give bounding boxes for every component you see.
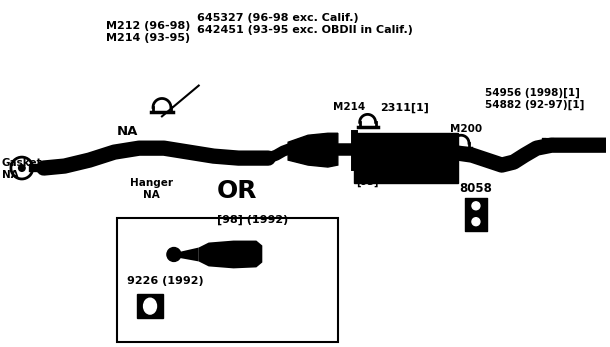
- Text: 54882 (92-97)[1]: 54882 (92-97)[1]: [485, 100, 584, 110]
- Ellipse shape: [143, 298, 157, 314]
- Text: M200: M200: [450, 124, 483, 134]
- Text: [93]: [93]: [356, 177, 378, 187]
- Text: 2311[1]: 2311[1]: [381, 102, 429, 113]
- Text: NA: NA: [117, 125, 138, 138]
- Text: Hanger
NA: Hanger NA: [129, 178, 173, 200]
- Text: 8058: 8058: [459, 182, 492, 195]
- Text: M214: M214: [332, 102, 365, 112]
- Bar: [354, 133, 458, 183]
- Text: M212 (96-98): M212 (96-98): [106, 21, 191, 31]
- Circle shape: [167, 247, 181, 261]
- Bar: [117, 218, 338, 342]
- Circle shape: [472, 202, 480, 210]
- Text: 642451 (93-95 exc. OBDII in Calif.): 642451 (93-95 exc. OBDII in Calif.): [197, 25, 412, 35]
- Circle shape: [472, 218, 480, 226]
- Polygon shape: [177, 247, 199, 261]
- Bar: [465, 198, 487, 231]
- Text: [98] (1992): [98] (1992): [217, 215, 288, 225]
- Text: Gasket
NA: Gasket NA: [2, 158, 43, 180]
- Polygon shape: [199, 240, 262, 268]
- Text: 9226 (1992): 9226 (1992): [127, 276, 204, 286]
- Text: 54956 (1998)[1]: 54956 (1998)[1]: [485, 87, 580, 98]
- Text: OR: OR: [217, 179, 257, 203]
- Text: 645327 (96-98 exc. Calif.): 645327 (96-98 exc. Calif.): [197, 13, 358, 23]
- Circle shape: [18, 164, 26, 172]
- Text: M214 (93-95): M214 (93-95): [106, 33, 190, 43]
- Bar: [137, 294, 163, 318]
- Polygon shape: [288, 133, 338, 167]
